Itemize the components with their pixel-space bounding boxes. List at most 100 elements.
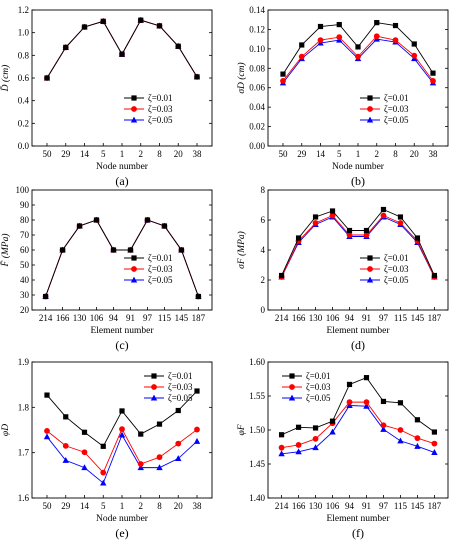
y-tick-label: 1.6 [18,493,30,503]
x-tick-label: 38 [429,149,439,159]
legend-label: ζ=0.03 [148,264,173,274]
panel-label: (c) [115,338,128,352]
panel-e: 1.6 1.7 1.8 1.9 50 29 14 5 1 2 8 20 38 Node number φD ζ… [1,357,213,540]
x-tick-label: 130 [73,313,87,323]
legend: ζ=0.01ζ=0.03ζ=0.05 [124,253,173,285]
data-point [329,428,336,435]
x-tick-label: 94 [345,501,355,511]
y-axis-label: σD (cm) [236,62,247,93]
series-line [46,19,198,79]
data-point [363,402,370,409]
data-point [195,293,202,300]
x-tick-label: 187 [428,313,442,323]
x-axis-label: Node number [96,162,149,172]
data-point [137,461,144,467]
x-tick-label: 14 [80,149,90,159]
data-point [411,41,417,47]
y-tick-label: 1.2 [18,5,29,15]
x-tick-label: 29 [61,501,71,511]
data-point [312,214,319,220]
y-tick-label: 90 [20,200,30,210]
data-point [355,53,361,60]
panel-label: (e) [115,526,128,540]
y-tick-label: 0.2 [18,118,29,128]
series-line [46,19,198,79]
data-point [100,469,107,476]
series-line [281,405,435,455]
x-tick-label: 50 [43,149,53,159]
data-point [329,208,336,214]
x-tick-label: 130 [309,501,323,511]
data-point [43,433,51,440]
y-tick-label: 1.7 [18,448,30,458]
x-tick-label: 8 [157,501,162,511]
y-axis-label: φF [237,424,247,435]
legend-marker [367,95,373,101]
data-point [431,429,438,435]
panel-label: (d) [351,338,365,352]
data-point [161,223,168,229]
data-point [110,247,117,253]
y-tick-label: 20 [20,305,30,315]
series-line [281,401,435,449]
data-point [346,227,353,234]
data-point [397,427,404,433]
x-tick-label: 91 [362,501,371,511]
data-point [62,456,69,463]
x-tick-label: 1 [356,149,361,159]
data-point [119,408,125,414]
data-point [81,24,88,30]
legend-marker [131,106,137,112]
legend-marker [367,106,373,112]
y-tick-label: 0.08 [249,63,265,73]
x-tick-label: 20 [410,149,420,159]
panel-label: (a) [115,174,128,188]
data-point [63,44,69,50]
legend-label: ζ=0.01 [148,93,173,103]
data-point [431,440,438,447]
series-line [281,214,435,278]
series-line [46,433,198,484]
data-point [119,51,125,57]
data-point [414,235,421,241]
legend-label: ζ=0.01 [384,253,409,263]
legend-label: ζ=0.05 [148,275,173,285]
y-tick-label: 0.12 [249,24,265,34]
legend-label: ζ=0.01 [148,253,173,263]
data-point [278,432,285,438]
y-tick-label: 30 [20,290,30,300]
data-point [280,71,286,77]
panel-f: 1.40 1.45 1.50 1.55 1.60 214 166 130 106 94 91 97 11… [237,357,449,540]
y-axis-label: σF (MPa) [236,231,247,269]
x-tick-label: 29 [297,149,307,159]
data-point [346,381,353,388]
y-tick-label: 1.60 [249,357,265,367]
series-line [45,219,199,297]
data-point [380,398,387,405]
data-point [373,33,380,40]
y-tick-label: 0.02 [249,122,265,132]
data-point [392,22,399,29]
x-tick-label: 106 [326,501,340,511]
data-point [144,217,151,223]
x-tick-label: 115 [394,501,408,511]
x-tick-label: 91 [126,313,135,323]
x-axis-label: Node number [332,162,385,172]
y-tick-label: 0.10 [249,44,265,54]
data-point [295,442,302,448]
plot-frame [267,361,449,499]
legend-label: ζ=0.03 [306,382,331,392]
x-tick-label: 145 [411,501,425,511]
x-tick-label: 20 [174,149,184,159]
data-point [81,449,88,456]
plot-frame [267,9,449,147]
legend-label: ζ=0.05 [306,393,331,403]
legend: ζ=0.01ζ=0.03ζ=0.05 [144,371,193,403]
x-tick-label: 106 [90,313,104,323]
data-point [317,23,324,30]
x-tick-label: 8 [157,149,162,159]
legend-label: ζ=0.03 [168,382,193,392]
y-tick-label: 60 [20,245,30,255]
data-point [295,448,302,455]
data-point [363,227,370,234]
